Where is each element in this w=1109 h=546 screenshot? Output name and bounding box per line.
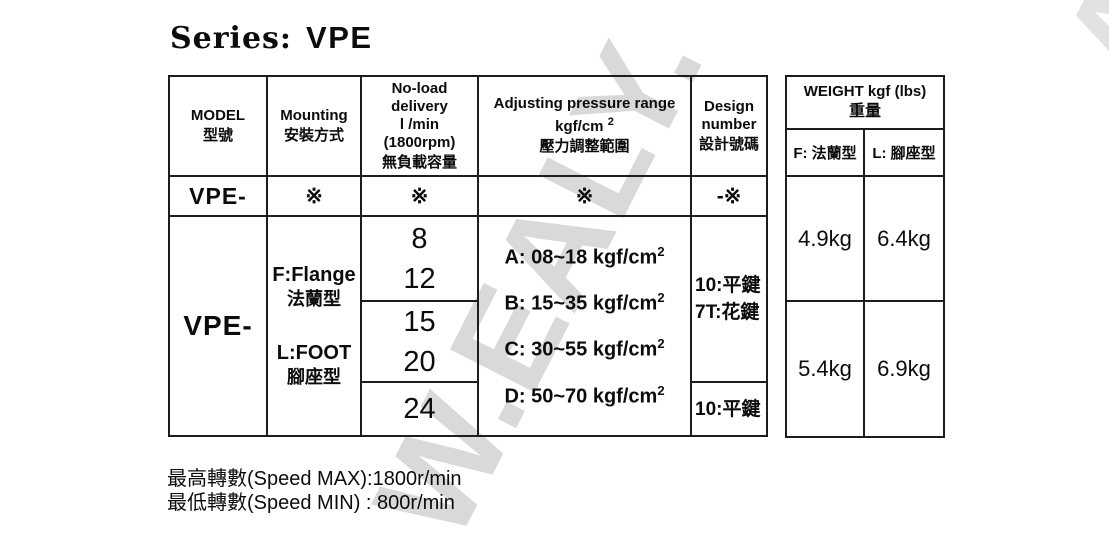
delivery-value: 24	[403, 393, 436, 425]
header-pressure-sup: 2	[607, 116, 614, 128]
pressure-option-d-sup: 2	[657, 382, 665, 398]
pressure-option-c-label: C: 30~55 kgf/cm	[504, 338, 658, 361]
design-option-2: 7T:花鍵	[695, 302, 760, 323]
body-model: VPE-	[183, 310, 253, 341]
weight-value: 5.4kg	[798, 356, 852, 381]
weight-title-zh: 重量	[848, 103, 881, 120]
design-number-top-cell: 10:平鍵 7T:花鍵	[692, 217, 766, 383]
mounting-foot-en: L:FOOT	[276, 342, 352, 364]
code-delivery-mark: ※	[410, 184, 429, 208]
code-pressure-mark: ※	[575, 184, 594, 208]
weight-col-flange-label: F: 法蘭型	[793, 145, 857, 162]
spec-table: MODEL 型號 Mounting 安裝方式 No-load delivery …	[168, 75, 768, 437]
header-pressure-cell: Adjusting pressure range kgf/cm 2 壓力調整範圍	[479, 77, 692, 177]
header-delivery-zh: 無負載容量	[381, 153, 457, 171]
speed-notes: 最高轉數(Speed MAX):1800r/min 最低轉數(Speed MIN…	[167, 467, 462, 515]
header-design-cell: Design number 設計號碼	[692, 77, 766, 177]
pressure-option-d: D: 50~70 kgf/cm2	[504, 383, 664, 409]
pressure-option-a-label: A: 08~18 kgf/cm	[504, 246, 658, 269]
pressure-option-d-label: D: 50~70 kgf/cm	[504, 385, 658, 408]
pressure-option-b-label: B: 15~35 kgf/cm	[504, 292, 658, 315]
page-title: Series: VPE	[170, 20, 373, 56]
header-mounting-en: Mounting	[280, 106, 348, 124]
delivery-group-2: 15 20	[362, 302, 479, 383]
code-model-cell: VPE-	[170, 177, 268, 217]
header-design-line1: Design	[703, 97, 754, 115]
weight-title-cell: WEIGHT kgf (lbs) 重量	[787, 77, 943, 130]
weight-col-foot-label: L: 腳座型	[872, 145, 936, 162]
header-pressure-line2: kgf/cm 2	[555, 113, 614, 136]
delivery-value: 15	[403, 305, 436, 338]
design-number-bottom-cell: 10:平鍵	[692, 383, 766, 435]
header-delivery-line1: No-load	[391, 79, 448, 97]
pressure-option-b-sup: 2	[657, 290, 665, 305]
header-pressure-line1: Adjusting pressure range	[493, 95, 676, 112]
header-model-zh: 型號	[202, 126, 233, 144]
body-mounting-cell: F:Flange 法蘭型 L:FOOT 腳座型	[268, 217, 362, 435]
weight-value-cell: 5.4kg	[787, 302, 865, 436]
weight-value-cell: 6.9kg	[865, 302, 943, 436]
series-value: VPE	[306, 20, 373, 55]
delivery-value: 12	[403, 262, 436, 295]
header-mounting-cell: Mounting 安裝方式	[268, 77, 362, 177]
code-mounting-cell: ※	[268, 177, 362, 217]
weight-table: WEIGHT kgf (lbs) 重量 F: 法蘭型 L: 腳座型 4.9kg …	[785, 75, 945, 438]
code-model: VPE-	[189, 182, 247, 209]
mounting-flange-en: F:Flange	[272, 264, 356, 286]
note-speed-min: 最低轉數(Speed MIN) : 800r/min	[167, 492, 455, 514]
series-label: Series:	[170, 21, 293, 56]
header-delivery-line3: l /min	[399, 115, 440, 133]
code-delivery-cell: ※	[362, 177, 479, 217]
delivery-value: 20	[403, 345, 436, 378]
header-pressure-zh: 壓力調整範圍	[539, 138, 630, 155]
pressure-option-a-sup: 2	[657, 243, 665, 259]
weight-title-en: WEIGHT kgf (lbs)	[803, 83, 927, 100]
weight-value: 4.9kg	[798, 225, 852, 251]
code-mounting-mark: ※	[305, 184, 323, 208]
note-speed-max: 最高轉數(Speed MAX):1800r/min	[167, 468, 462, 490]
delivery-value: 8	[411, 222, 428, 255]
weight-value: 6.9kg	[877, 356, 931, 381]
weight-value-cell: 4.9kg	[787, 177, 865, 302]
body-model-cell: VPE-	[170, 217, 268, 435]
header-model-en: MODEL	[190, 106, 246, 124]
weight-value-cell: 6.4kg	[865, 177, 943, 302]
mounting-foot-zh: 腳座型	[287, 367, 341, 387]
mounting-flange-zh: 法蘭型	[287, 289, 341, 309]
pressure-option-c: C: 30~55 kgf/cm2	[504, 336, 664, 362]
weight-col-flange: F: 法蘭型	[787, 130, 865, 177]
delivery-group-3: 24	[362, 383, 479, 435]
header-model-cell: MODEL 型號	[170, 77, 268, 177]
header-design-line2: number	[701, 115, 757, 133]
weight-value: 6.4kg	[877, 225, 931, 251]
pressure-range-cell: A: 08~18 kgf/cm2 B: 15~35 kgf/cm2 C: 30~…	[479, 217, 692, 435]
design-option-1: 10:平鍵	[695, 275, 761, 296]
code-pressure-cell: ※	[479, 177, 692, 217]
header-delivery-cell: No-load delivery l /min (1800rpm) 無負載容量	[362, 77, 479, 177]
design-option-3: 10:平鍵	[695, 398, 761, 420]
header-delivery-line2: delivery	[391, 97, 448, 115]
pressure-option-c-sup: 2	[657, 336, 665, 352]
code-design-mark: -※	[716, 184, 742, 208]
delivery-group-1: 8 12	[362, 217, 479, 302]
header-pressure-unit: kgf/cm	[555, 118, 604, 135]
header-design-zh: 設計號碼	[698, 135, 759, 153]
header-delivery-line4: (1800rpm)	[383, 133, 456, 151]
code-design-cell: -※	[692, 177, 766, 217]
header-mounting-zh: 安裝方式	[283, 126, 344, 144]
pressure-option-a: A: 08~18 kgf/cm2	[504, 244, 664, 270]
watermark-fragment: A	[1032, 0, 1109, 107]
weight-col-foot: L: 腳座型	[865, 130, 943, 177]
pressure-option-b: B: 15~35 kgf/cm2	[504, 290, 664, 316]
